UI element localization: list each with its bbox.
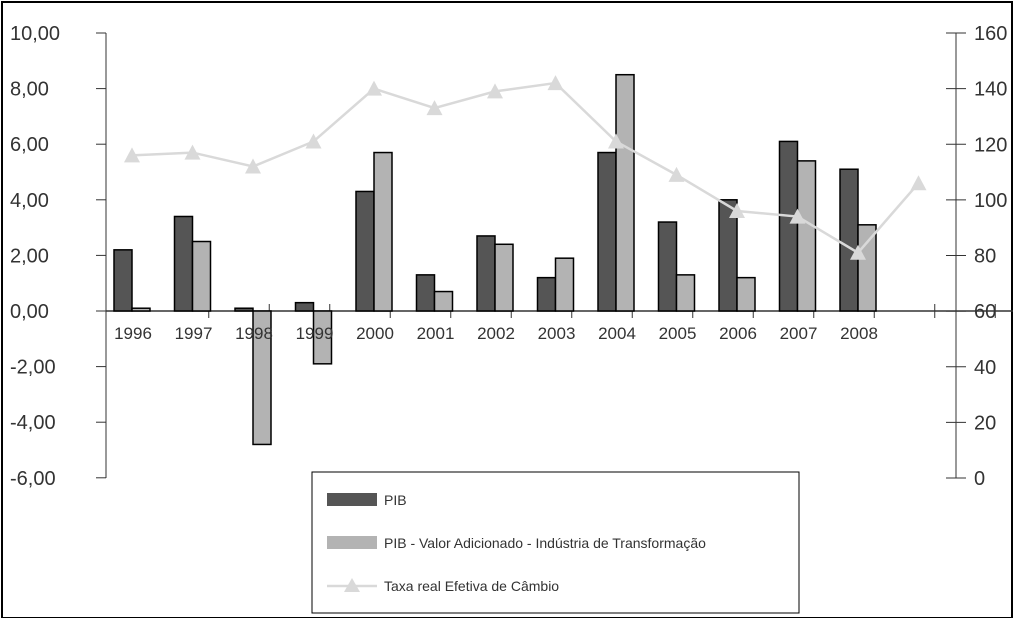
exchange-rate-point [245,158,261,174]
left-axis-tick-label: 10,00 [10,23,60,45]
legend-swatch-industria [327,536,377,549]
bar-industria [796,160,817,312]
right-axis-tick-label: 0 [974,468,985,490]
exchange-rate-point [426,100,443,116]
axes-layer: 10,00 8,00 6,00 4,00 2,00 0,00 -2,00 -4,00 -6,00… [10,23,1013,490]
bar-pib [355,190,375,312]
x-tick-label: 1996 [114,324,152,343]
right-axis-tick-label: 160 [974,23,1007,45]
exchange-rate-point [487,83,503,99]
exchange-rate-point [305,133,322,149]
bar-industria [252,310,272,446]
bar-pib [294,301,315,312]
x-tick-label: 2005 [659,324,697,343]
legend: PIB PIB - Valor Adicionado - Indústria d… [311,471,800,614]
exchange-rate-point [668,166,685,182]
exchange-rate-line [131,81,920,255]
left-axis-tick-label: -4,00 [10,412,56,434]
legend-label-pib: PIB [384,492,407,508]
left-axis-tick-label: -2,00 [10,357,56,379]
bar-industria [433,290,454,312]
bars-layer: 1996 1997 1998 1999 2000 2001 2002 2003 2004 2005… [113,73,878,446]
bar-industria [736,276,756,312]
exchange-rate-point [789,208,806,224]
legend-label-exchange-rate: Taxa real Efetiva de Câmbio [384,578,559,594]
bar-pib [173,215,194,312]
right-axis-tick-label: 140 [974,79,1007,101]
left-axis-tick-label: 2,00 [10,245,49,267]
left-axis-tick-label: 6,00 [10,134,49,156]
x-tick-label: 2006 [719,324,757,343]
bar-pib [597,151,617,312]
legend-swatch-pib [327,493,377,506]
legend-marker-exchange-rate [344,578,360,592]
x-tick-label: 2001 [417,324,455,343]
left-axis-tick-label: 0,00 [10,301,49,323]
exchange-rate-point [366,80,382,96]
x-tick-label: 2008 [840,324,878,343]
bar-industria [857,224,877,312]
exchange-rate-point [850,244,866,260]
bar-industria [675,274,696,312]
legend-label-industria: PIB - Valor Adicionado - Indústria de Tr… [384,535,706,551]
bar-pib [415,274,436,312]
bar-industria [131,307,151,312]
exchange-rate-point [608,133,624,149]
left-axis-tick-label: -6,00 [10,468,56,490]
x-tick-label: 1999 [296,324,334,343]
bar-industria [373,151,393,312]
exchange-rate-point [184,144,201,160]
bar-pib [476,235,496,312]
exchange-rate-line-layer [124,75,927,260]
bar-industria [554,257,575,312]
left-axis-tick-label: 4,00 [10,190,49,212]
bar-industria [494,243,514,312]
bar-industria [615,73,635,312]
bar-industria [191,240,212,312]
exchange-rate-point [124,147,140,163]
x-tick-label: 2000 [356,324,394,343]
right-axis-tick-label: 120 [974,134,1007,156]
exchange-rate-point [729,203,745,218]
left-axis-tick-label: 8,00 [10,79,49,101]
bar-industria [312,310,333,365]
right-axis-tick-label: 100 [974,190,1007,212]
right-axis-tick-label: 40 [974,357,996,379]
bar-pib [839,168,859,312]
bar-pib [113,249,133,312]
bar-pib [778,140,799,312]
x-tick-label: 2004 [598,324,636,343]
exchange-rate-point [547,75,564,91]
x-tick-label: 1998 [235,324,273,343]
right-axis-tick-label: 80 [974,246,996,268]
legend-box [311,471,800,614]
right-axis-tick-label: 20 [974,412,996,434]
x-tick-label: 2002 [477,324,515,343]
x-tick-label: 2003 [538,324,576,343]
bar-pib [657,221,678,312]
bar-pib [536,276,557,312]
x-tick-label: 2007 [780,324,818,343]
right-axis-tick-label: 60 [974,301,996,323]
bar-pib [718,199,738,312]
x-tick-label: 1997 [175,324,213,343]
exchange-rate-point [910,175,927,191]
bar-pib [234,307,254,312]
